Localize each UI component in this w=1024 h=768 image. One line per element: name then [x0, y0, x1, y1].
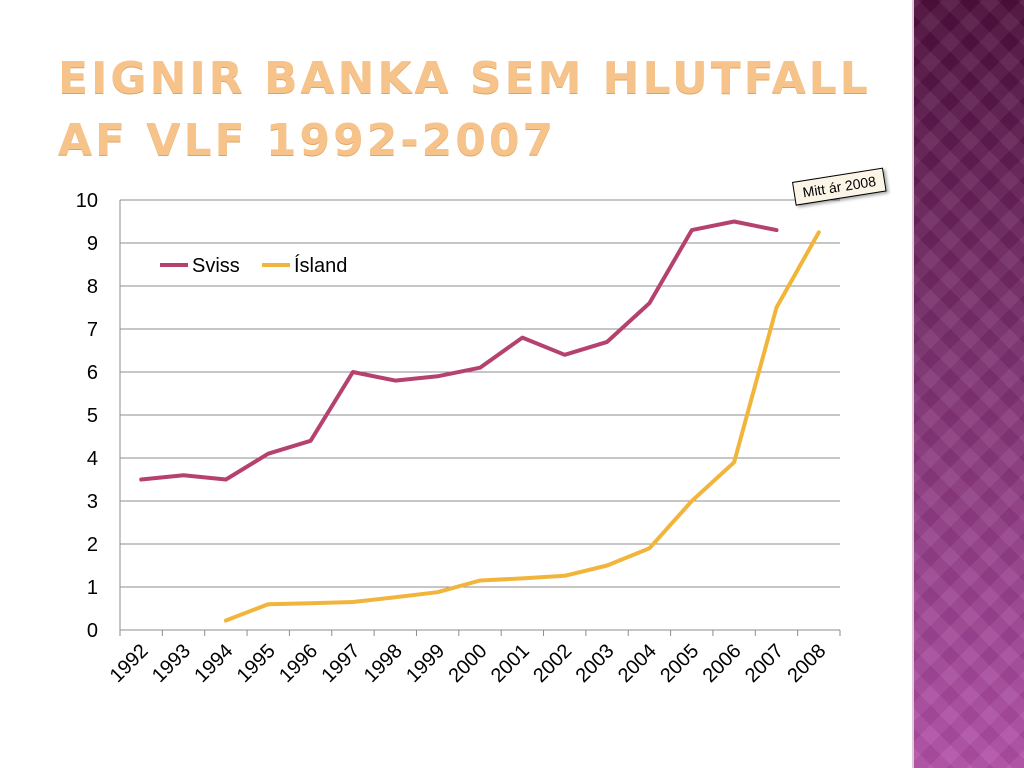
series-lines [139, 219, 821, 623]
legend-label: Sviss [192, 255, 240, 277]
y-tick-label: 7 [87, 319, 98, 341]
x-tick-label: 2000 [445, 640, 492, 687]
x-tick-label: 1992 [106, 640, 153, 687]
axes [119, 200, 841, 636]
slide-title: EIGNIR BANKA SEM HLUTFALL AF VLF 1992-20… [58, 53, 871, 166]
x-tick-label: 2005 [656, 640, 703, 687]
y-tick-label: 10 [76, 190, 98, 212]
y-tick-label: 5 [87, 405, 98, 427]
x-tick-label: 2002 [529, 640, 576, 687]
y-tick-label: 2 [87, 534, 98, 556]
x-tick-label: 2003 [572, 640, 619, 687]
x-tick-label: 1993 [148, 640, 195, 687]
x-tick-label: 1995 [233, 640, 280, 687]
y-tick-label: 9 [87, 233, 98, 255]
y-tick-labels: 0 1 2 3 4 5 6 7 8 9 10 [76, 190, 98, 642]
y-tick-label: 4 [87, 448, 98, 470]
x-tick-label: 1997 [317, 640, 364, 687]
x-tick-label: 2006 [699, 640, 746, 687]
x-tick-labels: 1992199319941995199619971998199920002001… [106, 640, 831, 687]
x-tick-label: 2001 [487, 640, 534, 687]
x-tick-label: 2007 [741, 640, 788, 687]
decorative-side-panel [912, 0, 1024, 768]
x-tick-label: 1996 [275, 640, 322, 687]
gridlines [120, 199, 840, 588]
x-tick-label: 1999 [402, 640, 449, 687]
y-tick-label: 8 [87, 276, 98, 298]
x-tick-label: 1998 [360, 640, 407, 687]
legend-label: Ísland [294, 254, 347, 277]
y-tick-label: 3 [87, 491, 98, 513]
y-tick-label: 6 [87, 362, 98, 384]
x-tick-label: 1994 [190, 640, 237, 687]
x-tick-label: 2004 [614, 640, 661, 687]
series-line-ísland [223, 230, 821, 623]
series-line-sviss [139, 219, 779, 482]
y-tick-label: 1 [87, 577, 98, 599]
x-tick-label: 2008 [783, 640, 830, 687]
chart-legend: Sviss Ísland [160, 254, 347, 277]
y-tick-label: 0 [87, 620, 98, 642]
